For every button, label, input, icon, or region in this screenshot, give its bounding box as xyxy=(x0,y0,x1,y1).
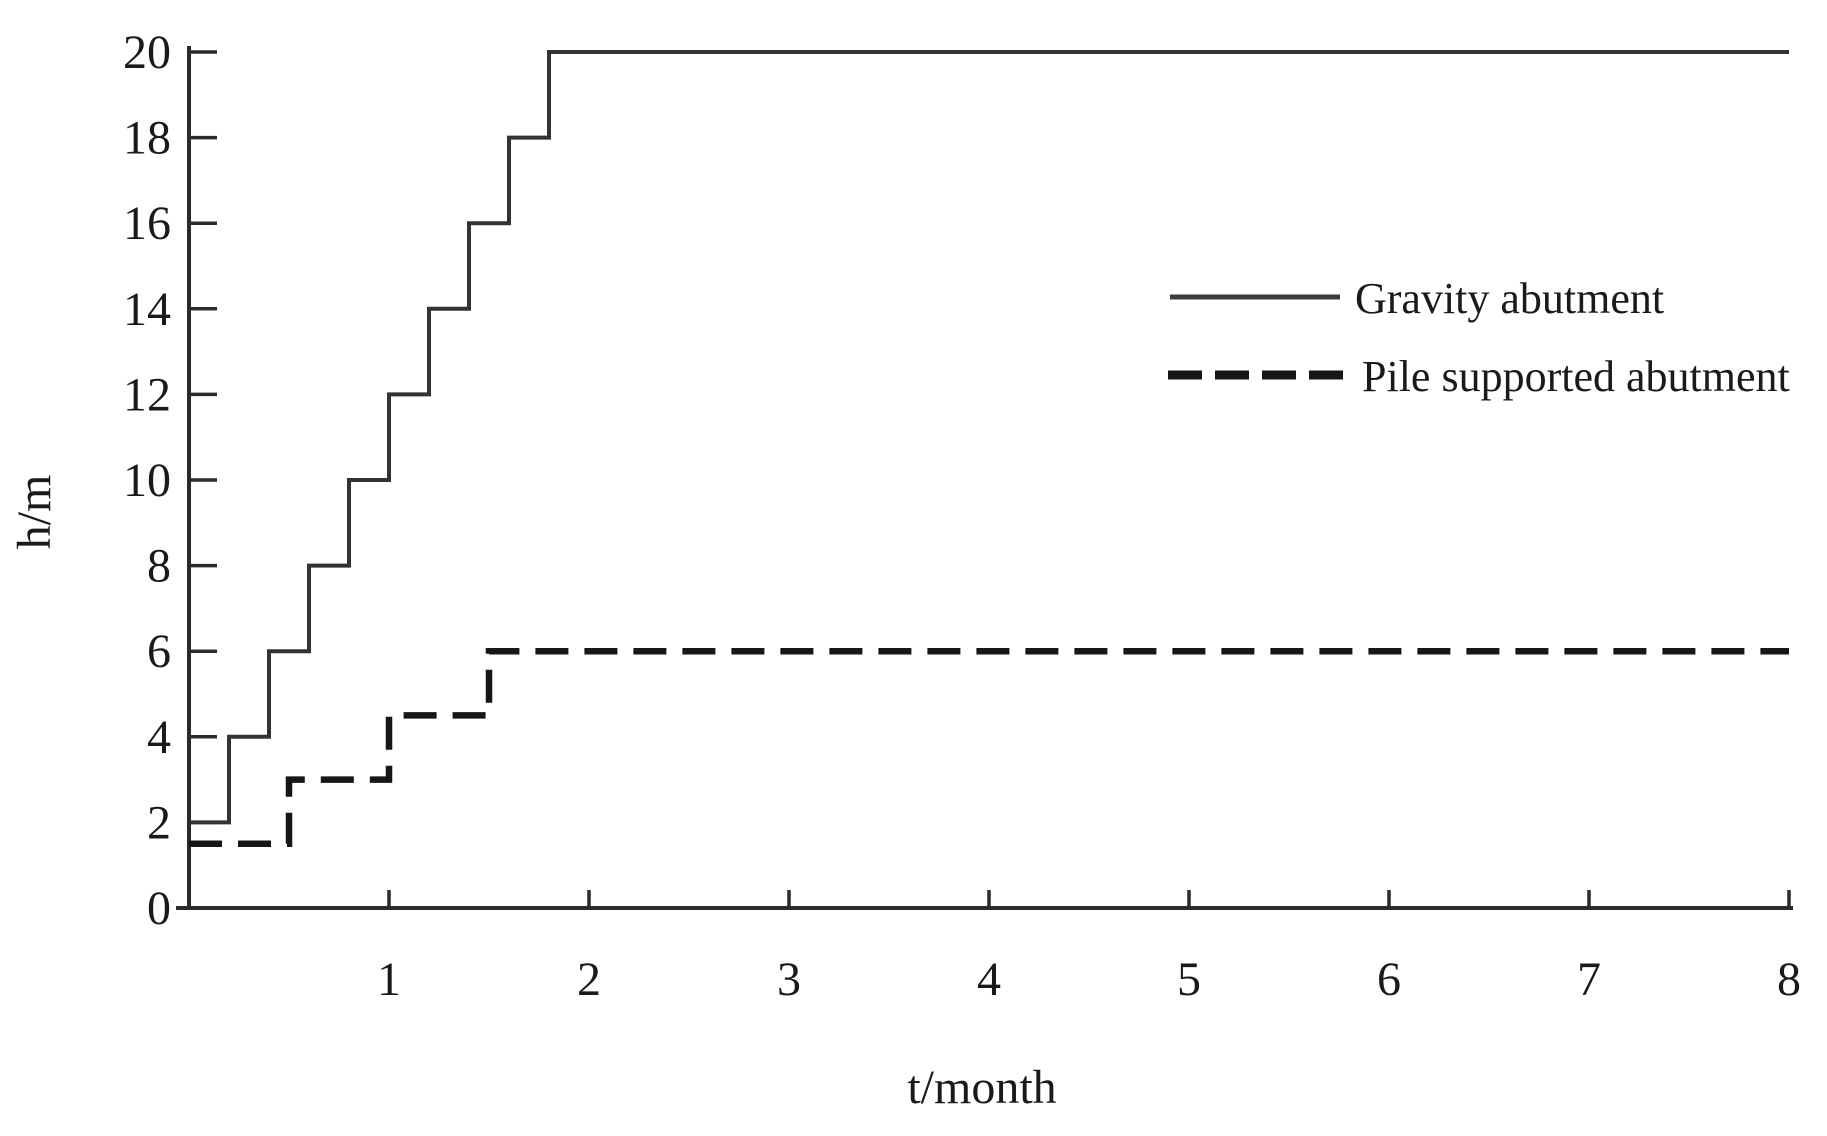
x-tick-label: 6 xyxy=(1377,953,1401,1006)
gravity-abutment-line xyxy=(189,50,1789,825)
y-axis-ticks xyxy=(189,50,217,825)
y-tick-label: 12 xyxy=(123,368,171,421)
y-tick-label: 14 xyxy=(123,283,171,336)
y-axis-title: h/m xyxy=(8,475,61,550)
x-tick-label: 3 xyxy=(777,953,801,1006)
x-tick-label: 2 xyxy=(577,953,601,1006)
y-tick-label: 6 xyxy=(147,625,171,678)
x-tick-label: 7 xyxy=(1577,953,1601,1006)
y-tick-label: 0 xyxy=(147,882,171,935)
pile-supported-abutment-line xyxy=(189,647,1789,848)
y-tick-label: 16 xyxy=(123,197,171,250)
y-axis-tick-labels: 0 2 4 6 8 10 12 14 16 18 20 xyxy=(123,26,171,935)
x-tick-label: 1 xyxy=(377,953,401,1006)
legend-label-gravity: Gravity abutment xyxy=(1355,274,1664,323)
y-tick-label: 2 xyxy=(147,796,171,849)
series-lines xyxy=(189,50,1789,848)
x-tick-label: 4 xyxy=(977,953,1001,1006)
x-axis-ticks xyxy=(387,890,1791,908)
x-axis-tick-labels: 1 2 3 4 5 6 7 8 xyxy=(377,953,1801,1006)
legend: Gravity abutment Pile supported abutment xyxy=(1168,274,1790,401)
x-tick-label: 5 xyxy=(1177,953,1201,1006)
y-tick-label: 10 xyxy=(123,454,171,507)
y-tick-label: 18 xyxy=(123,112,171,165)
x-tick-label: 8 xyxy=(1777,953,1801,1006)
y-tick-label: 4 xyxy=(147,711,171,764)
x-axis-title: t/month xyxy=(907,1061,1056,1114)
legend-label-pile: Pile supported abutment xyxy=(1362,352,1790,401)
y-tick-label: 20 xyxy=(123,26,171,79)
y-tick-label: 8 xyxy=(147,540,171,593)
